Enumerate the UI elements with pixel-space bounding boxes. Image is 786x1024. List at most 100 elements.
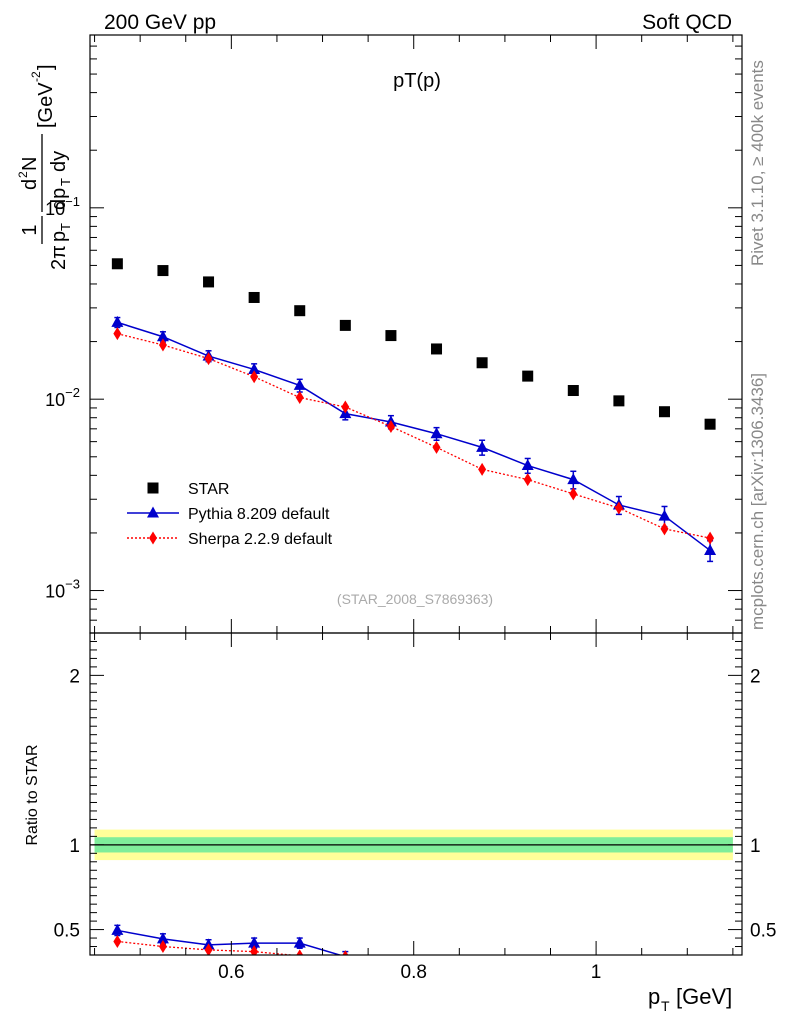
ratio-y-ticks: 0.5 0.5 1 1 2 2 [54, 632, 776, 956]
y-tick-label-right: 1 [750, 836, 761, 857]
data-point [658, 406, 670, 418]
svg-text:1: 1 [19, 224, 41, 235]
y-tick-label: 0.5 [54, 921, 80, 942]
data-point [294, 305, 306, 317]
data-point [296, 949, 304, 955]
svg-text:p: p [48, 231, 70, 242]
ratio-band-area [90, 829, 742, 861]
data-point [522, 370, 534, 382]
y-tick-label: 10−2 [45, 385, 80, 410]
data-point [567, 385, 579, 397]
x-tick-label: 1 [591, 962, 602, 983]
data-point [341, 400, 350, 414]
data-point [204, 352, 213, 366]
series-sherpa-2-2-9-default [113, 327, 715, 545]
legend-label: STAR [188, 481, 229, 498]
data-point [432, 440, 441, 454]
data-point [614, 501, 623, 515]
svg-text:T: T [58, 178, 73, 186]
data-point [203, 276, 215, 288]
data-point [339, 319, 351, 331]
data-point [385, 330, 397, 342]
mcplots-label: mcplots.cern.ch [arXiv:1306.3436] [748, 373, 767, 630]
svg-text:]: ] [35, 64, 57, 70]
data-point [158, 940, 167, 954]
data-point [521, 459, 534, 471]
y-tick-label-right: 2 [750, 666, 761, 687]
series-pythia-8-209-default [111, 315, 717, 563]
data-point [431, 343, 443, 355]
svg-text:2: 2 [16, 171, 30, 178]
main-title: pT(p) [393, 70, 441, 92]
svg-text:[GeV]: [GeV] [676, 984, 732, 1009]
y-tick-label-right: 0.5 [750, 921, 776, 942]
main-y-label: 1 2π p T d 2 N dp T dy [GeV -2 ] [16, 64, 73, 270]
main-y-ticks: 10−1 10−2 10−3 [45, 34, 742, 634]
x-tick-label: 0.8 [401, 962, 427, 983]
ratio-y-label: Ratio to STAR [24, 744, 41, 845]
svg-text:d: d [19, 179, 41, 190]
legend-label: Sherpa 2.2.9 default [188, 531, 333, 548]
data-point [386, 419, 395, 433]
data-point [704, 543, 717, 555]
data-point [567, 473, 580, 485]
data-point [342, 950, 349, 955]
svg-text:dy: dy [48, 151, 70, 172]
data-point [250, 945, 259, 955]
data-point [248, 936, 261, 948]
ratio-series-group [111, 923, 349, 955]
data-point [613, 395, 625, 407]
y-tick-label: 1 [69, 836, 80, 857]
svg-text:T: T [58, 223, 73, 231]
data-point [295, 391, 304, 405]
svg-text:T: T [661, 998, 670, 1014]
data-point [111, 923, 124, 935]
ratio-frame [89, 632, 743, 956]
data-point [111, 315, 124, 327]
svg-text:dp: dp [48, 188, 70, 210]
svg-text:-2: -2 [29, 71, 43, 82]
svg-text:p: p [648, 984, 660, 1009]
data-point [113, 934, 122, 948]
header-left: 200 GeV pp [104, 11, 216, 34]
data-point [478, 462, 487, 476]
data-point [706, 531, 715, 545]
series-sherpa-2-2-9-default [113, 934, 349, 955]
data-point [476, 357, 488, 369]
ratio-panel: 0.5 0.5 1 1 2 2 0.6 0.8 1 Ratio to STAR p T [Ge… [24, 632, 776, 1014]
watermark: (STAR_2008_S7869363) [337, 591, 493, 607]
y-tick-label: 2 [69, 666, 80, 687]
data-point [156, 932, 169, 944]
data-point [523, 473, 532, 487]
y-tick-label: 10−1 [45, 194, 80, 219]
data-point [569, 487, 578, 501]
series-line [117, 333, 711, 539]
series-star [111, 258, 716, 430]
legend-marker [149, 531, 157, 545]
data-point [660, 522, 669, 536]
data-point [293, 936, 306, 948]
data-point [111, 258, 123, 270]
rivet-label: Rivet 3.1.10, ≥ 400k events [748, 60, 767, 266]
legend-marker [147, 482, 159, 494]
data-point [658, 509, 671, 521]
x-tick-label: 0.6 [218, 962, 244, 983]
data-point [250, 370, 259, 384]
data-point [293, 378, 306, 390]
data-point [704, 418, 716, 430]
data-point [156, 330, 169, 342]
svg-text:N: N [19, 157, 41, 171]
svg-text:[GeV: [GeV [35, 82, 57, 128]
data-point [204, 943, 213, 955]
data-point [157, 265, 169, 277]
main-series-group [111, 258, 717, 563]
data-point [248, 362, 261, 374]
data-point [248, 291, 260, 303]
y-tick-label: 10−3 [45, 577, 80, 602]
legend: STAR Pythia 8.209 default Sherpa 2.2.9 def… [127, 481, 333, 548]
series-line [117, 321, 711, 552]
ratio-x-ticks: 0.6 0.8 1 [94, 633, 734, 983]
svg-text:2π: 2π [48, 245, 70, 270]
data-point [476, 440, 489, 452]
